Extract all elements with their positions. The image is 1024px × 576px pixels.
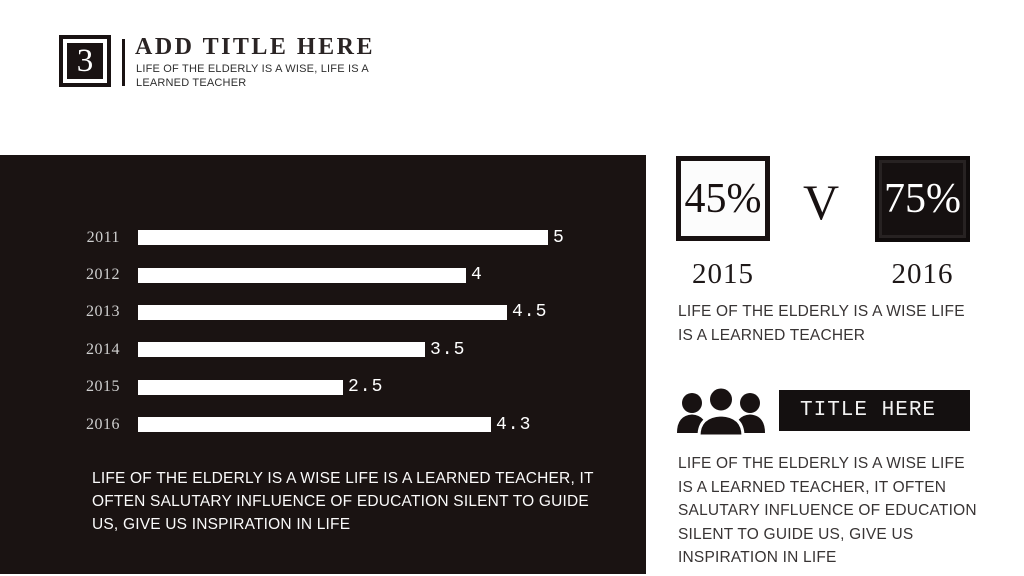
chart-bar bbox=[138, 230, 548, 246]
chart-row: 2015 2.5 bbox=[74, 369, 565, 406]
section-number-inner-frame: 3 bbox=[63, 39, 107, 83]
chart-bar bbox=[138, 417, 491, 433]
section-number: 3 bbox=[76, 42, 94, 79]
info-title-banner: TITLE HERE bbox=[779, 390, 970, 431]
chart-description: LIFE OF THE ELDERLY IS A WISE LIFE IS A … bbox=[92, 470, 594, 533]
chart-category-label: 2011 bbox=[86, 228, 120, 246]
chart-row: 2013 4.5 bbox=[74, 294, 565, 331]
bar-chart: 2011 5 2012 4 2013 4.5 2014 3.5 2015 2.5 2016 4.3 bbox=[74, 219, 565, 443]
year-label-2015: 2015 bbox=[692, 258, 754, 290]
chart-bar bbox=[138, 342, 425, 358]
chart-bar bbox=[138, 267, 466, 283]
chart-bar bbox=[138, 304, 507, 320]
percent-value-2015: 45% bbox=[684, 175, 762, 222]
info-body-text: LIFE OF THE ELDERLY IS A WISE LIFE IS A … bbox=[678, 455, 977, 566]
chart-value-label: 3.5 bbox=[430, 339, 466, 360]
chart-panel: 2011 5 2012 4 2013 4.5 2014 3.5 2015 2.5 2016 4.3 L… bbox=[0, 155, 646, 574]
page-title: ADD TITLE HERE bbox=[135, 34, 375, 60]
chart-value-label: 2.5 bbox=[348, 377, 384, 398]
chart-row: 2016 4.3 bbox=[74, 406, 565, 443]
percent-box-2016: 75% bbox=[875, 156, 970, 242]
percent-box-2015: 45% bbox=[676, 156, 770, 241]
info-title: TITLE HERE bbox=[800, 399, 937, 422]
section-number-box: 3 bbox=[59, 35, 111, 87]
chart-category-label: 2015 bbox=[86, 378, 120, 396]
chart-category-label: 2013 bbox=[86, 303, 120, 321]
chart-category-label: 2016 bbox=[86, 415, 120, 433]
chart-value-label: 4.5 bbox=[512, 302, 548, 323]
chart-value-label: 4 bbox=[471, 265, 483, 286]
chart-value-label: 4.3 bbox=[496, 414, 532, 435]
chart-row: 2014 3.5 bbox=[74, 331, 565, 368]
chart-row: 2012 4 bbox=[74, 256, 565, 293]
chart-bar bbox=[138, 379, 343, 395]
percent-value-2016: 75% bbox=[884, 176, 961, 222]
chart-value-label: 5 bbox=[553, 227, 565, 248]
chart-category-label: 2014 bbox=[86, 340, 120, 358]
people-group-icon bbox=[677, 386, 765, 436]
year-label-2016: 2016 bbox=[891, 258, 954, 290]
chart-category-label: 2012 bbox=[86, 266, 120, 284]
header-divider-line bbox=[122, 39, 125, 86]
chart-row: 2011 5 bbox=[74, 219, 565, 256]
versus-letter: V bbox=[802, 174, 840, 230]
page-subtitle: LIFE OF THE ELDERLY IS A WISE, LIFE IS A… bbox=[136, 63, 369, 89]
comparison-caption: LIFE OF THE ELDERLY IS A WISE LIFE IS A … bbox=[678, 303, 965, 344]
